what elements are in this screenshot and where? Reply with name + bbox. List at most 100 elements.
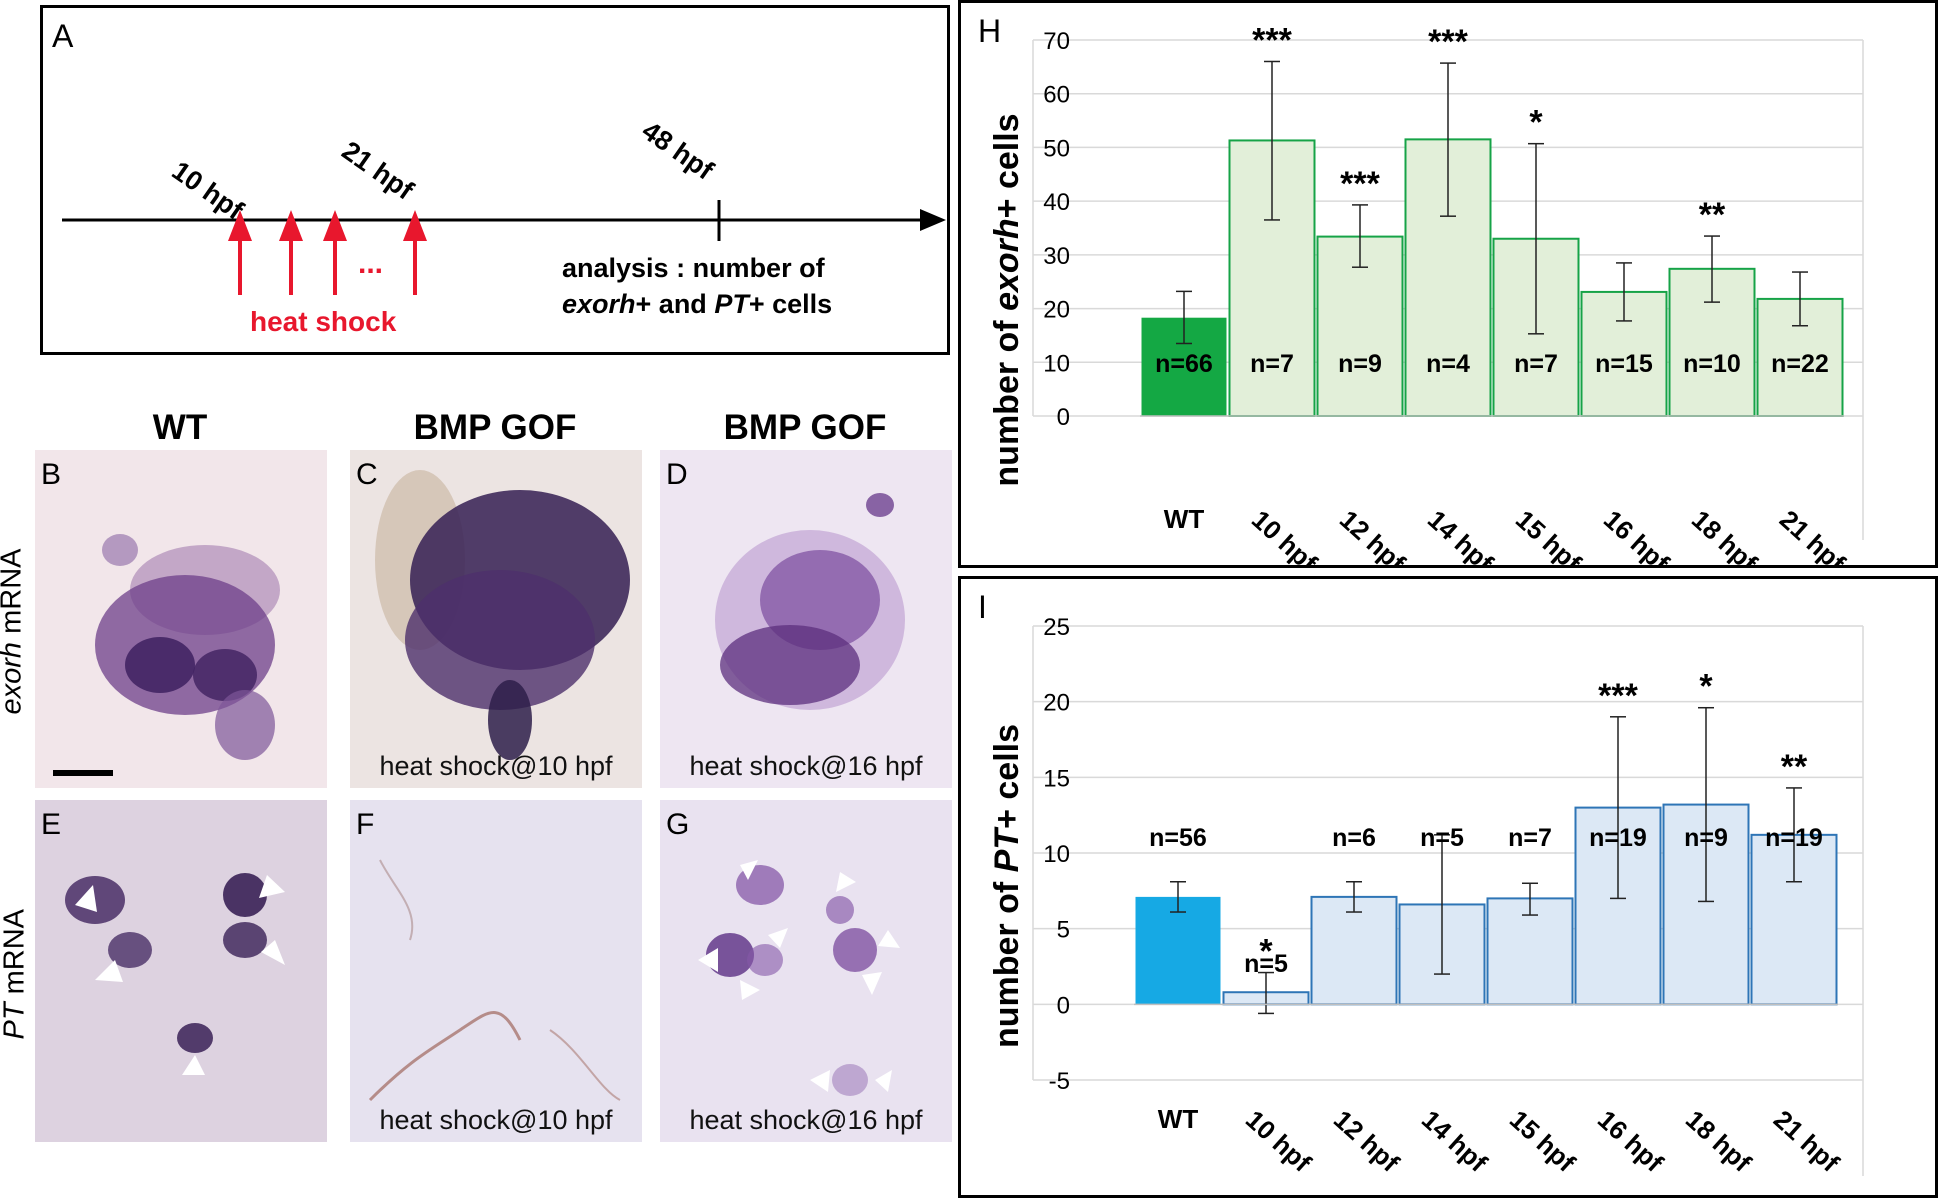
chart-i-ylabel: number of PT+ cells: [988, 724, 1026, 1048]
y-tick-label: -5: [1049, 1068, 1070, 1095]
category-label: 12 hpf: [1334, 504, 1411, 568]
significance-label: ***: [1428, 23, 1468, 61]
significance-label: *: [1699, 668, 1713, 706]
arrowheads-e: [75, 875, 285, 1075]
y-tick-label: 0: [1057, 992, 1070, 1019]
panel-letter-h: H: [978, 13, 1001, 49]
n-label: n=5: [1244, 950, 1288, 978]
bar-4: [1486, 897, 1574, 1006]
column-header-bmp-gof-2: BMP GOF: [723, 408, 887, 447]
significance-label: ***: [1340, 165, 1380, 203]
panel-letter-i: I: [978, 589, 987, 625]
heat-shock-arrow-1: [228, 210, 252, 295]
micrograph-c: C heat shock@10 hpf: [350, 450, 642, 788]
stain-blobs-c: [375, 470, 630, 760]
panel-letter-b: B: [41, 458, 62, 491]
category-label: 18 hpf: [1680, 1104, 1757, 1178]
stain-blobs-b: [95, 534, 280, 760]
bar-2: [1310, 895, 1398, 1006]
n-label: n=56: [1149, 824, 1207, 852]
heat-shock-label: heat shock: [250, 306, 397, 337]
y-tick-label: 20: [1043, 690, 1070, 717]
n-label: n=7: [1508, 824, 1552, 852]
category-label: WT: [1158, 1104, 1199, 1134]
panel-letter-c: C: [356, 458, 378, 491]
y-tick-label: 20: [1043, 297, 1070, 324]
y-tick-label: 10: [1043, 841, 1070, 868]
n-label: n=66: [1155, 350, 1213, 378]
y-tick-label: 0: [1057, 404, 1070, 431]
category-label: 15 hpf: [1510, 504, 1587, 568]
label-48hpf: 48 hpf: [637, 115, 720, 186]
micrograph-d: D heat shock@16 hpf: [660, 450, 952, 788]
category-label: 14 hpf: [1416, 1104, 1493, 1178]
category-label: 14 hpf: [1422, 504, 1499, 568]
stain-blobs-g: [698, 860, 900, 1096]
n-label: n=9: [1684, 824, 1728, 852]
category-label: 16 hpf: [1598, 504, 1675, 568]
category-label: 21 hpf: [1768, 1104, 1845, 1178]
y-tick-label: 30: [1043, 243, 1070, 270]
category-label: WT: [1164, 504, 1205, 534]
y-tick-label: 70: [1043, 28, 1070, 55]
micrograph-g: G heat shock@16 hpf: [660, 800, 952, 1142]
category-label: 10 hpf: [1246, 504, 1323, 568]
panel-letter-e: E: [41, 808, 62, 841]
panel-i-box: [958, 576, 1938, 1198]
column-header-bmp-gof-1: BMP GOF: [413, 408, 577, 447]
n-label: n=7: [1514, 350, 1558, 378]
stain-traces-f: [368, 859, 621, 1102]
n-label: n=7: [1250, 350, 1294, 378]
panel-a-box: [40, 5, 950, 355]
significance-label: *: [1529, 104, 1543, 142]
category-label: 21 hpf: [1774, 504, 1851, 568]
y-tick-label: 50: [1043, 135, 1070, 162]
caption-c: heat shock@10 hpf: [379, 751, 613, 781]
significance-label: ***: [1598, 677, 1638, 715]
stain-blobs-d: [715, 493, 905, 710]
arrowheads-g: [698, 860, 900, 1092]
micrograph-e: E: [35, 800, 327, 1142]
scale-bar: [53, 770, 113, 776]
panel-a-letter: A: [52, 18, 74, 54]
panel-letter-g: G: [666, 808, 690, 841]
row-label-pt: PT mRNA: [0, 908, 31, 1040]
n-label: n=10: [1683, 350, 1741, 378]
y-tick-label: 5: [1057, 917, 1070, 944]
category-label: 15 hpf: [1504, 1104, 1581, 1178]
caption-g: heat shock@16 hpf: [689, 1105, 923, 1135]
caption-d: heat shock@16 hpf: [689, 751, 923, 781]
y-tick-label: 60: [1043, 82, 1070, 109]
n-label: n=15: [1595, 350, 1653, 378]
micrograph-f: F heat shock@10 hpf: [350, 800, 642, 1142]
category-label: 12 hpf: [1328, 1104, 1405, 1178]
n-label: n=4: [1426, 350, 1470, 378]
chart-h-ylabel: number of exorh+ cells: [988, 113, 1026, 486]
bar-0: [1135, 896, 1221, 1005]
significance-label: ***: [1252, 21, 1292, 59]
heat-shock-arrow-2: [279, 210, 303, 295]
significance-label: **: [1699, 196, 1726, 234]
n-label: n=5: [1420, 824, 1464, 852]
row-label-exorh: exorh mRNA: [0, 548, 28, 715]
analysis-line-2: exorh+ and PT+ cells: [562, 289, 832, 319]
timeline-diagram: A 10 hpf 21 hpf 48 hpf ... heat shock an…: [52, 18, 946, 337]
category-label: 18 hpf: [1686, 504, 1763, 568]
label-10hpf: 10 hpf: [167, 155, 250, 226]
heat-shock-arrow-4: [403, 210, 427, 295]
analysis-line-1: analysis : number of: [562, 253, 826, 283]
y-tick-label: 40: [1043, 189, 1070, 216]
chart-i: I number of PT+ cells -5 0 5 10 15 20 25 n=56 WT…: [978, 589, 1864, 1178]
column-header-wt: WT: [152, 408, 208, 447]
caption-f: heat shock@10 hpf: [379, 1105, 613, 1135]
stain-blobs-e: [65, 873, 285, 1075]
heat-shock-arrow-3: [323, 210, 347, 295]
panel-h-box: [958, 0, 1938, 568]
timeline-arrowhead: [920, 209, 946, 231]
chart-h: H number of exorh+ cells 0 10 20 30 40 50 60 70…: [978, 13, 1864, 568]
y-tick-label: 15: [1043, 765, 1070, 792]
label-21hpf: 21 hpf: [337, 135, 420, 206]
n-label: n=19: [1765, 824, 1823, 852]
n-label: n=6: [1332, 824, 1376, 852]
n-label: n=22: [1771, 350, 1829, 378]
